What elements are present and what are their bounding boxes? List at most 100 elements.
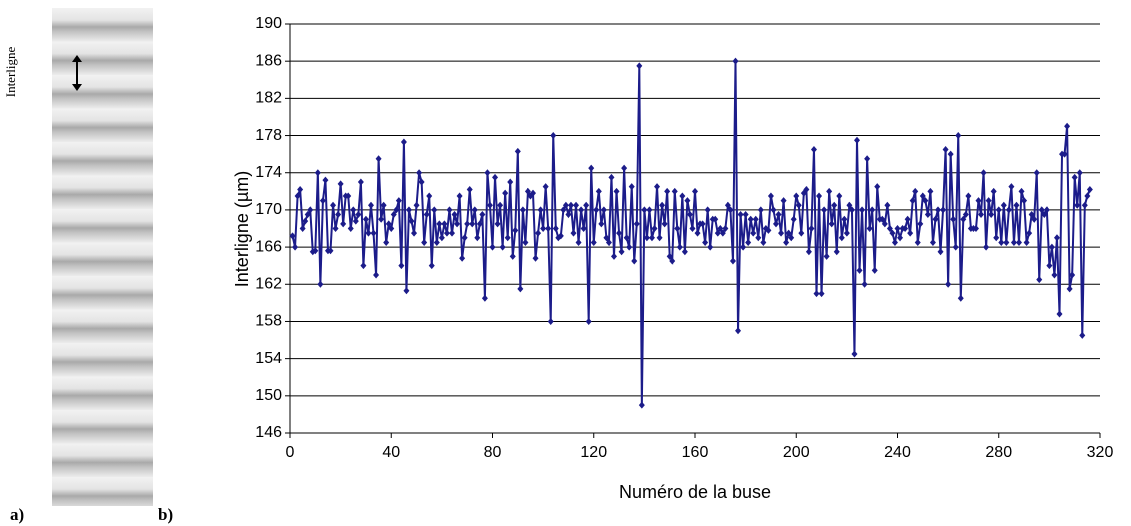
- data-point: [362, 215, 369, 223]
- data-point: [795, 201, 802, 209]
- data-point: [418, 178, 425, 186]
- data-point: [512, 226, 519, 234]
- data-point: [747, 215, 754, 223]
- data-point: [297, 185, 304, 193]
- data-point: [423, 211, 430, 219]
- data-point: [714, 229, 721, 237]
- data-point: [294, 192, 301, 200]
- data-point: [757, 206, 764, 214]
- data-point: [980, 169, 987, 177]
- data-point: [1013, 201, 1020, 209]
- data-point: [902, 225, 909, 232]
- data-point: [532, 254, 539, 262]
- data-point: [350, 206, 357, 214]
- data-point: [517, 285, 524, 293]
- data-point: [567, 201, 574, 209]
- data-point: [1021, 197, 1028, 205]
- data-point: [927, 187, 934, 195]
- data-point: [636, 62, 643, 70]
- data-point: [1046, 262, 1053, 270]
- data-point: [993, 234, 1000, 242]
- x-tick-label: 320: [1087, 444, 1114, 461]
- data-point: [464, 220, 471, 228]
- data-point: [327, 247, 334, 255]
- data-point: [540, 225, 547, 232]
- data-point: [740, 243, 747, 251]
- data-point: [613, 187, 620, 195]
- data-line: [291, 61, 1091, 406]
- data-point: [537, 206, 544, 214]
- data-point: [421, 238, 428, 246]
- data-point: [489, 243, 496, 251]
- data-point: [547, 317, 554, 325]
- data-point: [590, 238, 597, 246]
- data-point: [848, 206, 855, 214]
- data-point: [588, 164, 595, 172]
- data-point: [1071, 173, 1078, 181]
- data-point: [843, 229, 850, 237]
- data-point: [360, 262, 367, 270]
- data-point: [826, 187, 833, 195]
- data-point: [676, 243, 683, 251]
- data-point: [972, 225, 979, 232]
- data-point: [411, 229, 418, 237]
- data-point: [608, 173, 615, 181]
- y-tick-label: 182: [255, 90, 282, 107]
- y-tick-label: 186: [255, 52, 282, 69]
- y-tick-label: 166: [255, 238, 282, 255]
- data-point: [810, 145, 817, 153]
- data-point: [545, 225, 552, 232]
- data-point: [302, 217, 309, 225]
- data-point: [1064, 122, 1071, 130]
- data-point: [621, 164, 628, 172]
- data-point: [314, 169, 321, 177]
- data-point: [355, 211, 362, 219]
- data-point: [1031, 215, 1038, 223]
- data-point: [773, 220, 779, 228]
- data-point: [378, 215, 385, 223]
- data-point: [859, 206, 866, 214]
- data-point: [385, 220, 392, 228]
- y-tick-label: 146: [255, 424, 282, 441]
- data-point: [1023, 238, 1030, 246]
- data-point: [426, 192, 433, 200]
- data-point: [788, 234, 795, 242]
- data-point: [469, 220, 476, 228]
- data-point: [940, 206, 947, 214]
- data-point: [595, 187, 602, 195]
- data-point: [988, 211, 995, 219]
- data-point: [623, 234, 630, 242]
- data-point: [805, 248, 812, 256]
- data-point: [486, 201, 493, 209]
- data-point: [846, 201, 853, 209]
- data-point: [692, 187, 698, 195]
- data-point: [686, 211, 693, 219]
- data-point: [914, 238, 921, 246]
- data-point: [742, 211, 749, 219]
- data-point: [648, 234, 655, 242]
- data-point: [451, 211, 458, 219]
- data-point: [357, 178, 364, 186]
- data-point: [428, 262, 435, 270]
- y-tick-label: 158: [255, 313, 282, 330]
- data-point: [904, 215, 911, 223]
- x-tick-label: 160: [682, 444, 709, 461]
- data-point: [461, 234, 468, 242]
- y-tick-label: 154: [255, 350, 282, 367]
- data-point: [851, 350, 858, 358]
- data-point: [664, 187, 671, 195]
- data-point: [573, 201, 580, 209]
- data-point: [671, 187, 678, 195]
- data-point: [373, 271, 380, 279]
- data-point: [408, 217, 415, 225]
- data-point: [669, 257, 676, 265]
- data-point: [332, 225, 339, 232]
- data-point: [603, 234, 610, 242]
- data-point: [897, 234, 904, 242]
- data-point: [732, 57, 739, 65]
- data-point: [735, 327, 742, 335]
- data-point: [816, 192, 823, 200]
- data-point: [479, 211, 486, 219]
- data-point: [790, 215, 797, 223]
- data-point: [446, 206, 453, 214]
